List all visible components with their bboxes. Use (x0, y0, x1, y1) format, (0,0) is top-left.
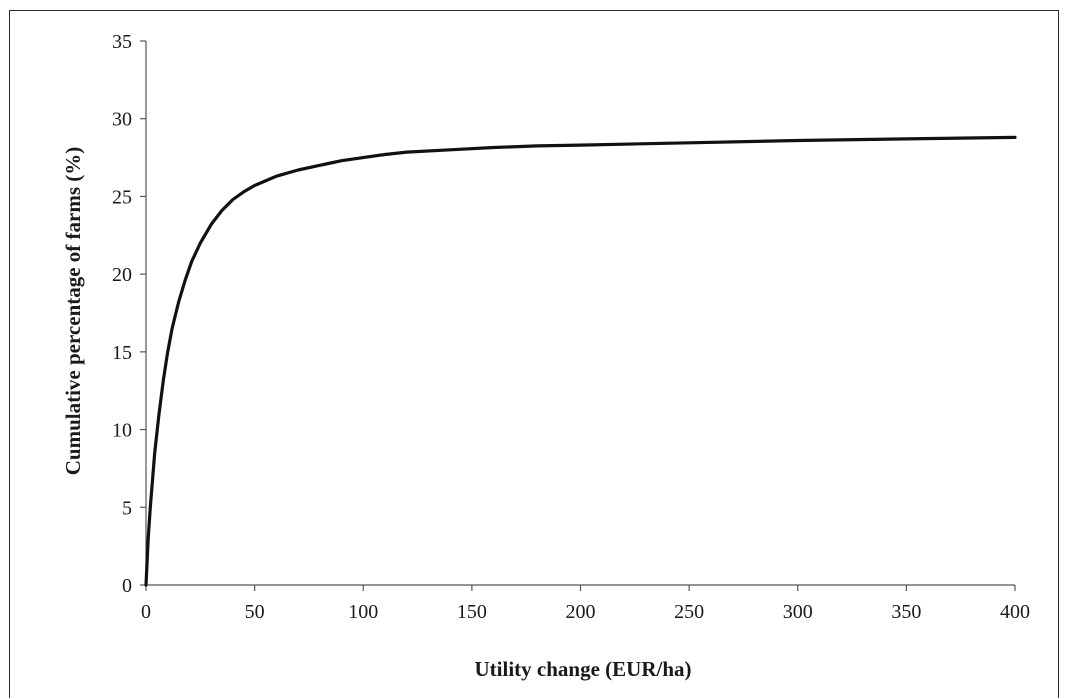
tick-marks (140, 41, 1015, 591)
x-tick-label: 100 (348, 601, 378, 623)
x-tick-labels: 0 50 100 150 200 250 300 350 400 (141, 601, 1030, 623)
y-tick-labels: 0 5 10 15 20 25 30 35 (112, 31, 132, 597)
x-axis-title: Utility change (EUR/ha) (475, 657, 692, 681)
x-tick-label: 0 (141, 601, 151, 623)
x-tick-label: 50 (245, 601, 265, 623)
y-tick-label: 0 (122, 575, 132, 597)
x-tick-label: 200 (566, 601, 596, 623)
y-axis-title: Cumulative percentage of farms (%) (61, 147, 85, 476)
x-tick-label: 350 (891, 601, 921, 623)
series-layer (146, 137, 1015, 585)
y-tick-label: 30 (112, 109, 132, 131)
y-tick-label: 10 (112, 420, 132, 442)
x-tick-label: 250 (674, 601, 704, 623)
x-tick-label: 150 (457, 601, 487, 623)
x-tick-label: 300 (783, 601, 813, 623)
y-tick-label: 35 (112, 31, 132, 53)
y-tick-label: 20 (112, 264, 132, 286)
y-tick-label: 25 (112, 186, 132, 208)
y-tick-label: 15 (112, 342, 132, 364)
axes (146, 41, 1015, 585)
series-line (146, 137, 1015, 585)
y-tick-label: 5 (122, 497, 132, 519)
x-tick-label: 400 (1000, 601, 1030, 623)
